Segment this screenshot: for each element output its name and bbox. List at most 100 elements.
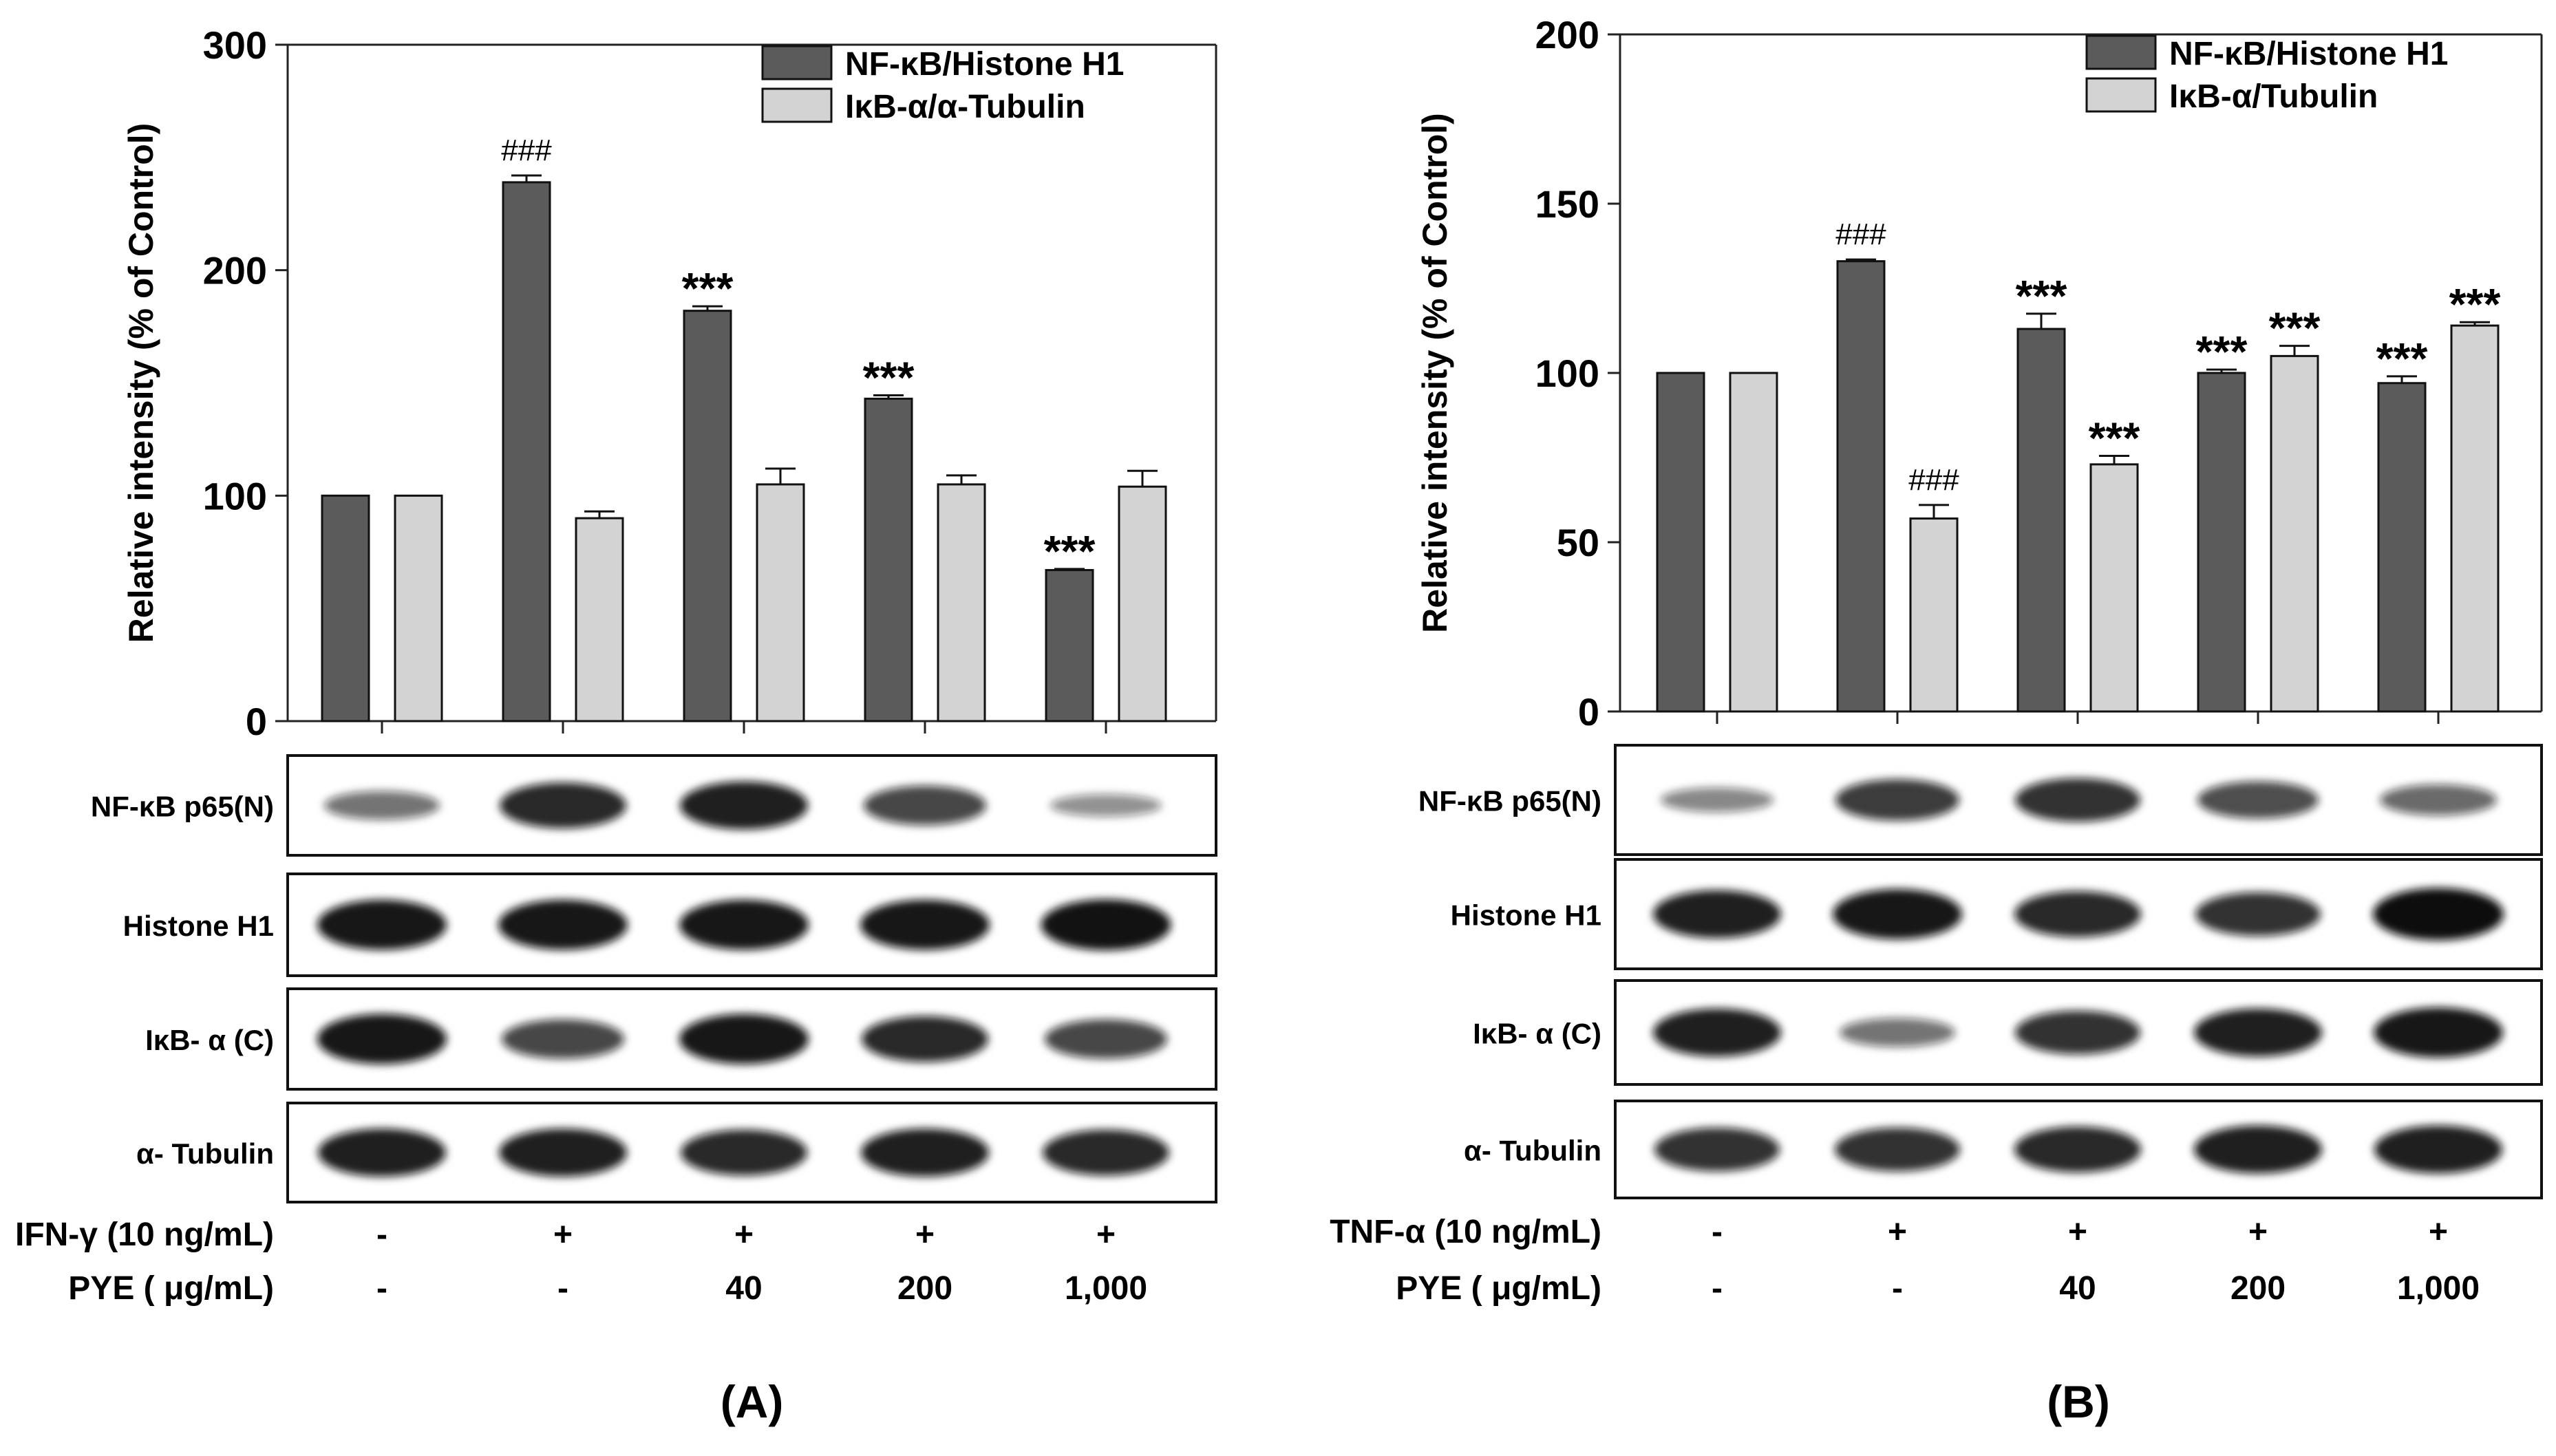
panel-b-blot-band <box>2374 1007 2503 1058</box>
panel-a-blot-band <box>860 899 990 950</box>
panel-a-bar-s0-2 <box>683 310 732 722</box>
panel-a-treatment-value: + <box>915 1217 935 1253</box>
panel-b-bar-s1-4 <box>2450 324 2500 713</box>
panel-a-blot-band <box>499 1128 627 1177</box>
panel-b-treatment-value: 1,000 <box>2397 1270 2480 1307</box>
panel-b-label: (B) <box>2047 1376 2110 1427</box>
panel-a-blot-band <box>324 791 440 820</box>
panel-b-treatment-label: PYE ( μg/mL) <box>1396 1270 1601 1307</box>
panel-a-treatment-value: + <box>553 1217 573 1253</box>
panel-b-blot-band <box>2195 892 2321 936</box>
panel-b-blot-band <box>2194 1125 2322 1174</box>
panel-b-y-axis-label: Relative intensity (% of Control) <box>1416 113 1454 633</box>
panel-a-blot-band <box>681 1129 807 1176</box>
panel-a-legend-swatch <box>761 45 833 81</box>
panel-b-treatment-value: 40 <box>2059 1270 2096 1307</box>
panel-a-legend-label: NF-κB/Histone H1 <box>845 46 1124 83</box>
panel-a-blot-band <box>1050 794 1162 817</box>
panel-b-treatment-value: 200 <box>2230 1270 2286 1307</box>
panel-b-significance-label: *** <box>2449 279 2501 329</box>
panel-a-bar-s0-0 <box>321 494 370 722</box>
panel-a-y-tick-label: 300 <box>203 23 267 67</box>
panel-b-y-tick-label: 50 <box>1557 521 1599 564</box>
panel-b-blot-label: α- Tubulin <box>1464 1135 1601 1167</box>
panel-a-blot-band <box>862 1016 988 1062</box>
panel-a-label: (A) <box>721 1376 784 1427</box>
panel-a-bar-s0-3 <box>864 397 913 722</box>
panel-b-legend-swatch <box>2085 77 2157 113</box>
panel-a-significance-label: ### <box>501 133 552 167</box>
panel-b-blot-label: Histone H1 <box>1451 899 1601 932</box>
panel-a-significance-label: *** <box>1044 526 1096 576</box>
panel-b-blot-label: NF-κB p65(N) <box>1418 785 1601 817</box>
panel-a-treatment-value: - <box>557 1270 568 1307</box>
panel-a-bar-s0-4 <box>1045 568 1094 722</box>
panel-a-bar-s1-3 <box>937 483 986 722</box>
panel-b-blot-band <box>2194 1008 2322 1057</box>
panel-b-y-tick-label: 0 <box>1578 690 1599 734</box>
panel-b-treatment-value: - <box>1712 1214 1723 1250</box>
panel-a-blot-label: α- Tubulin <box>136 1137 274 1170</box>
panel-a-blot-label: NF-κB p65(N) <box>91 791 274 823</box>
panel-b-blot-band <box>2015 1010 2140 1055</box>
panel-a-blot-band <box>317 899 447 950</box>
panel-b-blot-band <box>2374 1125 2502 1174</box>
panel-a-bar-s1-2 <box>756 483 805 722</box>
panel-a-blot-band <box>1043 1129 1169 1176</box>
panel-b-blot-band <box>1835 1127 1960 1172</box>
panel-a-blot-band <box>1045 1019 1167 1059</box>
panel-a-blot-band <box>1041 899 1171 951</box>
panel-a-blot-band <box>318 1128 446 1177</box>
panel-b-blot-band <box>1840 1018 1955 1047</box>
panel-b-blot-band <box>2380 784 2497 815</box>
panel-a-blot-band <box>864 785 986 826</box>
panel-a-y-tick-label: 0 <box>246 700 267 743</box>
panel-b-blot-band <box>1661 787 1774 813</box>
panel-b-bar-s0-3 <box>2197 372 2246 713</box>
panel-a-blot-band <box>502 1019 624 1059</box>
panel-b-legend-label: IκB-α/Tubulin <box>2169 78 2378 115</box>
panel-b-y-tick-label: 100 <box>1535 352 1599 395</box>
panel-b-blot-band <box>1835 779 1959 821</box>
panel-a-legend-label: IκB-α/α-Tubulin <box>845 89 1085 125</box>
panel-b-blot-band <box>2014 1126 2141 1173</box>
panel-b-significance-label: *** <box>2376 334 2428 383</box>
panel-a-blot-band <box>498 899 628 950</box>
panel-a-treatment-value: + <box>1096 1217 1116 1253</box>
panel-a-treatment-value: 40 <box>725 1270 762 1307</box>
panel-b-significance-label: *** <box>2016 271 2067 321</box>
panel-a-blot-band <box>317 1014 447 1064</box>
panel-a-treatment-label: PYE ( μg/mL) <box>68 1270 274 1307</box>
panel-b-treatment-value: - <box>1712 1270 1723 1307</box>
panel-a-blot-band <box>680 781 808 830</box>
panel-b-blot-band <box>1653 1008 1781 1057</box>
panel-a-y-tick-label: 200 <box>203 249 267 292</box>
panel-a-bar-s1-4 <box>1118 485 1167 722</box>
panel-a-treatment-value: 1,000 <box>1065 1270 1147 1307</box>
panel-b-treatment-value: - <box>1892 1270 1903 1307</box>
panel-b-significance-label: *** <box>2089 414 2140 463</box>
panel-b-treatment-value: + <box>2068 1214 2087 1250</box>
panel-b-treatment-value: + <box>2429 1214 2448 1250</box>
panel-b-bar-s0-0 <box>1656 372 1705 713</box>
panel-a-bar-s1-0 <box>394 494 443 722</box>
panel-b-bar-s0-1 <box>1836 260 1886 713</box>
panel-b-blot-band <box>2015 778 2140 822</box>
panel-b-bar-s1-1 <box>1909 517 1959 713</box>
panel-b-blot-band <box>1833 889 1962 939</box>
panel-a-blot-label: Histone H1 <box>123 910 274 942</box>
panel-a-treatment-value: + <box>734 1217 754 1253</box>
panel-b-bar-s0-4 <box>2377 382 2427 713</box>
panel-b-y-tick-label: 200 <box>1535 13 1599 56</box>
panel-a-significance-label: *** <box>863 353 915 403</box>
panel-a-legend-swatch <box>761 87 833 123</box>
panel-b-legend-swatch <box>2085 34 2157 70</box>
panel-b-blot-band <box>2014 891 2141 937</box>
panel-b-significance-label: *** <box>2269 303 2321 353</box>
panel-b-significance-label: ### <box>1908 463 1959 497</box>
panel-a-bar-s0-1 <box>502 181 551 722</box>
panel-a-y-axis-label: Relative intensity (% of Control) <box>122 123 160 643</box>
panel-b-treatment-value: + <box>1888 1214 1907 1250</box>
panel-a-y-tick-label: 100 <box>203 474 267 517</box>
panel-b-blot-band <box>2373 888 2504 941</box>
